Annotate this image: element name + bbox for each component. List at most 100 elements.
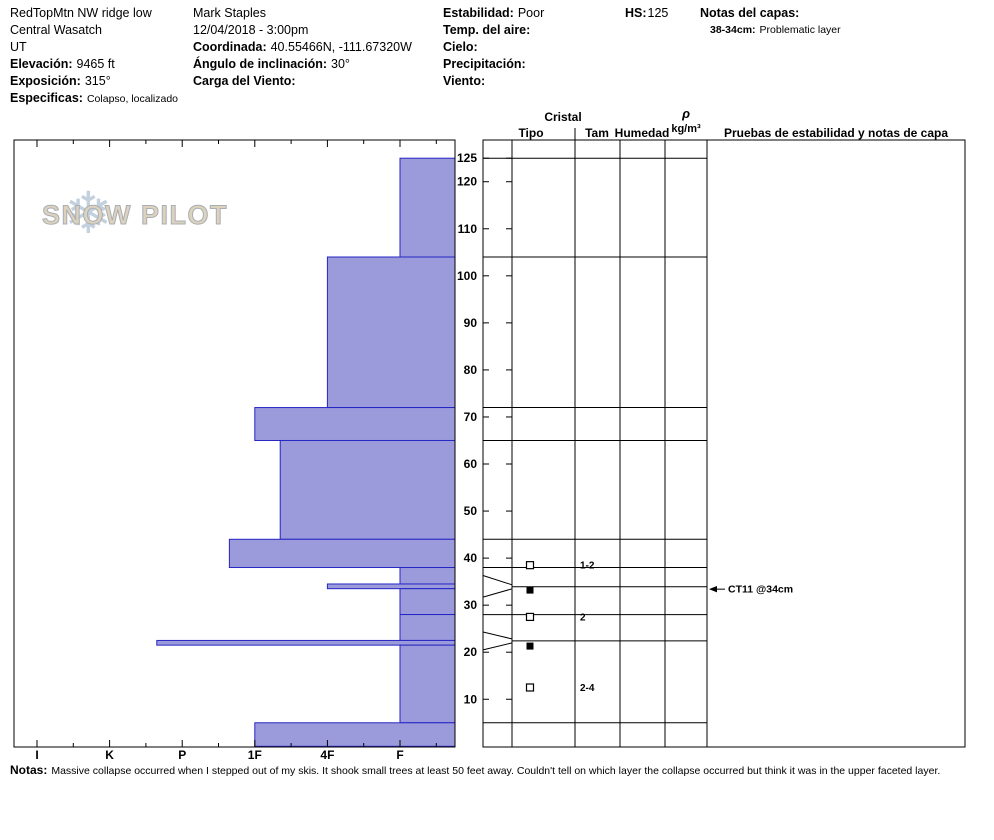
site-aspect: Exposición: 315° (10, 73, 178, 90)
site-region: Central Wasatch (10, 23, 102, 37)
hs-label: HS: (625, 6, 647, 20)
hs-value: 125 (647, 6, 669, 20)
wind-label: Viento: (443, 74, 486, 88)
depth-label: 10 (464, 692, 478, 706)
observer-name: Mark Staples (193, 6, 266, 20)
depth-label: 120 (457, 175, 477, 189)
wind-load-label: Carga del Viento: (193, 74, 296, 88)
snow-layer-bar (399, 157, 456, 258)
grain-size-label: 2-4 (580, 683, 595, 694)
observer-info-column: Mark Staples 12/04/2018 - 3:00pm Coordin… (193, 5, 412, 90)
snow-layer-bar (326, 583, 456, 590)
coordinates-label: Coordinada: (193, 40, 267, 54)
sky-label: Cielo: (443, 40, 478, 54)
density-units-label: kg/m³ (671, 123, 701, 135)
depth-label: 20 (464, 645, 478, 659)
snowpilot-logo: ❄ SNOW PILOT (42, 181, 242, 248)
grain-symbol-filled-square (526, 642, 534, 650)
depth-label: 100 (457, 269, 477, 283)
grain-symbol-filled-square (526, 586, 534, 594)
wind: Viento: (443, 73, 544, 90)
depth-label: 80 (464, 363, 478, 377)
thin-layer-pointer (482, 588, 513, 598)
snow-layer-bar (279, 439, 456, 540)
layer-note: 38-34cm: Problematic layer (700, 22, 841, 39)
snow-layer-bar (254, 722, 456, 747)
slope-angle: Ángulo de inclinación: 30° (193, 56, 412, 73)
thin-layer-pointer (482, 575, 513, 586)
stability-tests-column-header: Pruebas de estabilidad y notas de capa (724, 126, 948, 140)
test-arrow-head (709, 585, 717, 593)
crystal-column-header: Cristal (544, 110, 581, 124)
grain-size-label: 1-2 (580, 561, 595, 572)
grain-symbol-open-square (525, 612, 535, 622)
depth-label: 50 (464, 504, 478, 518)
notes-text: Massive collapse occurred when I stepped… (51, 765, 941, 777)
slope-angle-label: Ángulo de inclinación: (193, 57, 328, 71)
snowflake-icon: ❄ (64, 181, 113, 246)
layer-notes-heading: Notas del capas: (700, 5, 841, 22)
wind-load: Carga del Viento: (193, 73, 412, 90)
snow-layer-bar (399, 567, 456, 585)
hardness-axis-label: K (105, 748, 114, 762)
layer-notes-column: Notas del capas: 38-34cm: Problematic lay… (700, 5, 841, 39)
stability: Estabilidad: Poor (443, 5, 544, 22)
snow-layer-bar (399, 644, 456, 724)
grain-size-label: 2 (580, 612, 586, 623)
thin-layer-pointer (482, 642, 513, 651)
snow-layer-bar (326, 256, 456, 409)
data-panel-border (482, 139, 966, 748)
hardness-plot-border (13, 139, 456, 748)
pit-notes: Notas: Massive collapse occurred when I s… (10, 763, 988, 779)
moisture-column-header: Humedad (615, 126, 670, 140)
snow-profile-chart: Cristal Tipo Tam Humedad ρ kg/m³ Pruebas… (13, 106, 966, 762)
depth-label: 70 (464, 410, 478, 424)
snow-layer-bar (228, 538, 456, 569)
snow-height: HS:125 (625, 5, 668, 22)
air-temp-label: Temp. del aire: (443, 23, 531, 37)
specifics-label: Especificas: (10, 91, 83, 105)
hardness-axis-label: I (35, 748, 38, 762)
coordinates-value: 40.55466N, -111.67320W (270, 40, 412, 54)
site-specifics: Especificas: Colapso, localizado (10, 90, 178, 108)
snow-layer-bar (254, 407, 456, 441)
elevation-label: Elevación: (10, 57, 73, 71)
hardness-axis-label: 4F (320, 748, 334, 762)
precipitation-label: Precipitación: (443, 57, 526, 71)
depth-label: 40 (464, 551, 478, 565)
notes-label: Notas: (10, 763, 48, 777)
sky: Cielo: (443, 39, 544, 56)
air-temp: Temp. del aire: (443, 22, 544, 39)
hardness-axis-label: 1F (248, 748, 262, 762)
observation-datetime: 12/04/2018 - 3:00pm (193, 23, 309, 37)
aspect-value: 315° (84, 74, 111, 88)
site-elevation: Elevación: 9465 ft (10, 56, 178, 73)
stability-label: Estabilidad: (443, 6, 514, 20)
thin-layer-pointer (482, 631, 513, 640)
slope-angle-value: 30° (331, 57, 350, 71)
hardness-axis-label: F (396, 748, 403, 762)
conditions-column: Estabilidad: Poor Temp. del aire: Cielo: … (443, 5, 544, 90)
depth-label: 110 (458, 222, 478, 236)
layer-note-depth: 38-34cm: (710, 24, 756, 36)
snowpilot-logo-text: SNOW PILOT (42, 200, 228, 231)
depth-label: 90 (464, 316, 478, 330)
layer-notes-label: Notas del capas: (700, 6, 800, 20)
site-name: RedTopMtn NW ridge low (10, 6, 152, 20)
grain-size-column-header: Tam (585, 126, 609, 140)
hs-column: HS:125 (625, 5, 668, 22)
depth-label: 60 (464, 457, 478, 471)
depth-label: 125 (457, 151, 477, 165)
site-state: UT (10, 40, 27, 54)
specifics-value: Colapso, localizado (86, 93, 179, 105)
hardness-axis-label: P (178, 748, 186, 762)
aspect-label: Exposición: (10, 74, 81, 88)
snow-layer-bar (156, 639, 456, 646)
snow-layer-bar (399, 588, 456, 616)
grain-type-column-header: Tipo (518, 126, 543, 140)
density-column-header: ρ (681, 106, 690, 121)
snow-layer-bar (399, 614, 456, 641)
layer-note-text: Problematic layer (759, 24, 841, 36)
stability-test-label: CT11 @34cm (728, 584, 793, 596)
grain-symbol-open-square (525, 683, 535, 692)
